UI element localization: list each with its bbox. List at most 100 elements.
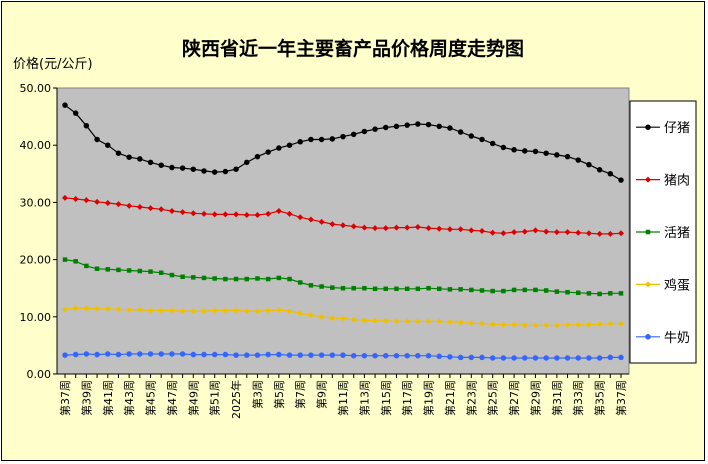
data-point	[457, 129, 464, 135]
data-point	[126, 268, 132, 273]
x-axis: 第37周 第39周 第41周 第43周 第45周 第47周 第49周 第51周 2025年 第3周…	[57, 373, 629, 419]
data-point	[329, 136, 336, 142]
data-point	[532, 227, 539, 234]
data-point	[511, 355, 517, 361]
data-point	[115, 150, 122, 156]
data-point	[104, 199, 111, 206]
legend-item: 仔猪	[636, 121, 690, 136]
data-point	[62, 194, 68, 201]
data-point	[254, 352, 261, 358]
data-point	[564, 153, 571, 160]
data-point	[446, 226, 453, 233]
data-point	[469, 287, 474, 293]
data-point	[287, 276, 292, 282]
x-tick-label: 第37周	[58, 380, 72, 416]
data-point	[136, 306, 143, 313]
series-仔猪	[62, 102, 624, 183]
data-point	[265, 149, 271, 155]
data-point	[607, 354, 614, 361]
data-point	[244, 352, 250, 358]
data-point	[468, 227, 475, 234]
data-point	[645, 229, 651, 235]
data-point	[254, 211, 261, 218]
data-point	[383, 124, 389, 131]
data-point	[126, 154, 132, 160]
data-point	[596, 230, 603, 237]
legend-label: 鸡蛋	[664, 277, 690, 293]
data-point	[147, 307, 154, 314]
data-point	[243, 308, 250, 315]
data-point	[190, 351, 197, 358]
data-point	[265, 307, 272, 314]
data-point	[447, 354, 453, 360]
data-point	[222, 307, 229, 314]
data-point	[351, 285, 356, 291]
data-point	[436, 286, 442, 292]
data-point	[575, 290, 581, 296]
data-point	[340, 133, 346, 140]
data-point	[425, 225, 432, 232]
data-point	[415, 352, 421, 359]
x-tick-label: 第7周	[293, 380, 307, 409]
data-point	[490, 288, 495, 294]
data-point	[297, 310, 304, 317]
data-point	[104, 305, 111, 312]
data-point	[72, 351, 79, 358]
data-point	[276, 275, 282, 281]
data-point	[147, 205, 154, 212]
data-point	[168, 307, 175, 314]
data-point	[597, 291, 602, 297]
data-point	[201, 168, 207, 174]
data-point	[179, 308, 186, 315]
data-point	[222, 168, 229, 175]
data-point	[116, 267, 121, 273]
legend-item: 活猪	[636, 226, 690, 241]
data-point	[126, 202, 133, 209]
data-point	[318, 313, 325, 320]
x-tick-label: 第47周	[165, 380, 179, 416]
data-point	[543, 322, 550, 329]
data-point	[404, 224, 411, 231]
data-point	[457, 226, 464, 233]
data-point	[83, 351, 90, 357]
data-point	[618, 230, 624, 237]
data-point	[265, 276, 271, 282]
data-point	[233, 166, 239, 172]
data-point	[137, 268, 143, 274]
data-point	[372, 126, 378, 132]
data-point	[73, 259, 78, 264]
data-point	[201, 210, 207, 217]
data-point	[425, 352, 432, 359]
data-point	[297, 352, 303, 358]
x-tick-label: 第41周	[101, 380, 115, 416]
data-point	[404, 286, 410, 292]
series-猪肉	[62, 194, 624, 237]
y-axis: 0.00 10.00 20.00 30.00 40.00 50.00	[20, 82, 58, 381]
x-tick-label: 第11周	[336, 380, 350, 416]
data-point	[307, 312, 314, 319]
legend-label: 活猪	[664, 226, 690, 241]
data-point	[404, 318, 411, 325]
data-point	[404, 122, 410, 128]
data-point	[244, 276, 250, 282]
data-point	[521, 322, 528, 329]
data-point	[618, 291, 624, 296]
data-point	[383, 352, 389, 359]
x-tick-label: 2025年	[229, 380, 243, 419]
data-point	[211, 307, 218, 314]
legend-label: 仔猪	[664, 121, 690, 136]
data-point	[554, 152, 560, 158]
data-point	[83, 123, 90, 129]
y-tick-label: 50.00	[20, 82, 52, 95]
data-point	[83, 305, 90, 312]
data-point	[372, 317, 379, 324]
data-point	[458, 287, 463, 292]
data-point	[105, 351, 111, 357]
data-point	[425, 318, 432, 325]
data-point	[286, 210, 293, 217]
data-point	[105, 142, 111, 148]
data-point	[233, 211, 240, 218]
data-point	[575, 321, 582, 328]
data-point	[94, 305, 101, 312]
data-point	[190, 166, 197, 172]
